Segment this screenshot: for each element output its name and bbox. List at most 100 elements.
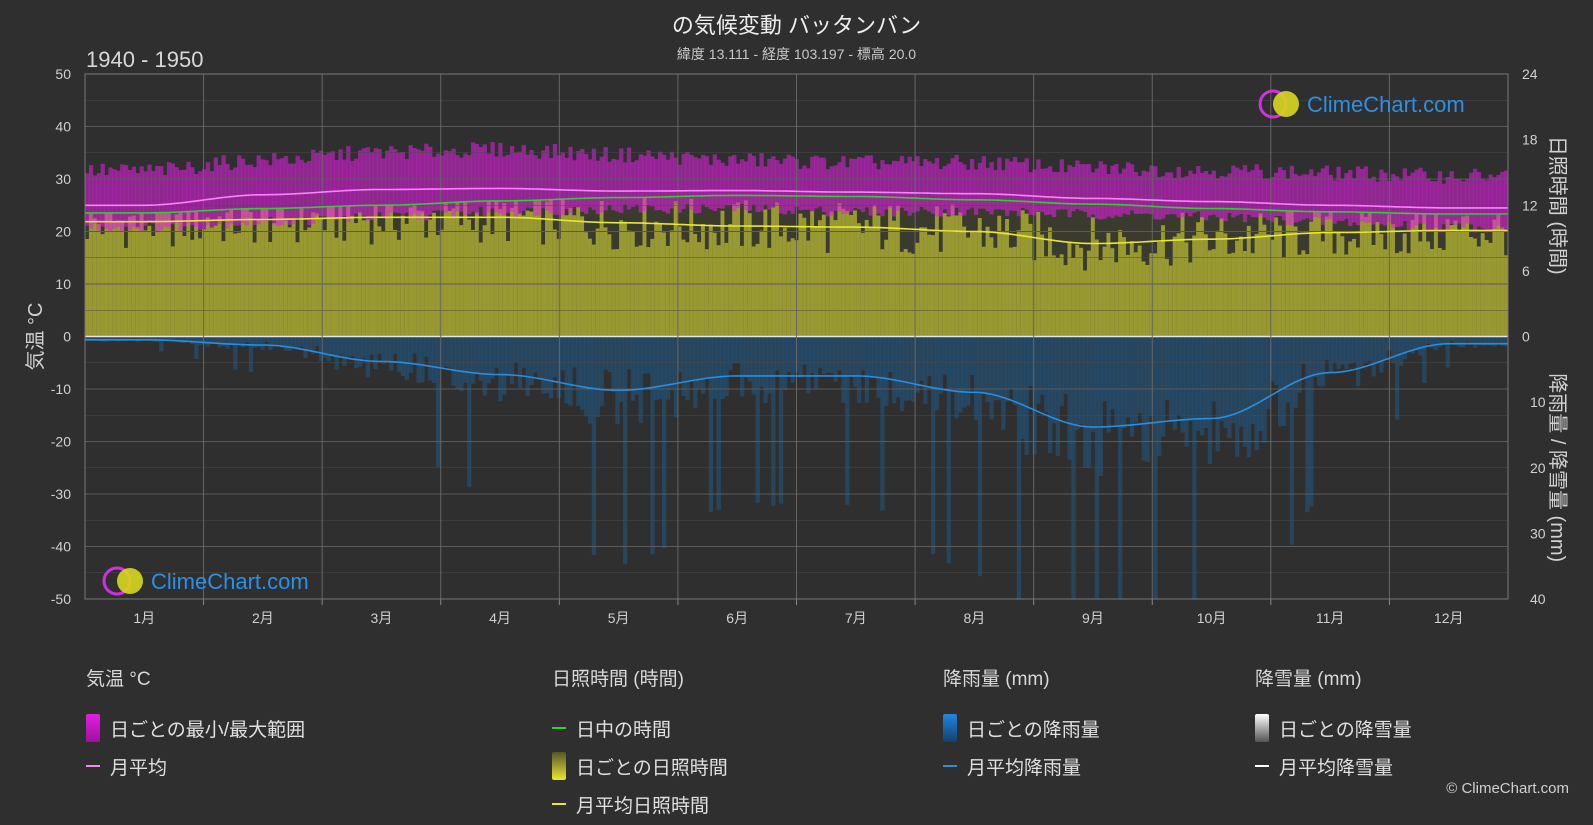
legend-label: 日ごとの最小/最大範囲 — [110, 719, 306, 741]
temp-range-bar — [1153, 166, 1158, 220]
temp-range-bar — [1352, 178, 1357, 223]
temp-range-bar — [1149, 165, 1154, 215]
sunshine-bar — [849, 214, 854, 337]
sunshine-bar — [829, 211, 834, 337]
rain-bar — [775, 336, 780, 371]
month-label: 10月 — [1197, 610, 1227, 626]
sunshine-bar — [548, 199, 554, 337]
sunshine-bar — [763, 209, 768, 337]
rain-bar — [315, 336, 320, 347]
temp-range-bar — [1001, 170, 1006, 210]
temp-range-bar — [697, 158, 702, 214]
temp-range-bar — [1293, 174, 1298, 223]
rain-bar — [1196, 336, 1201, 431]
left-tick-label: 20 — [55, 224, 71, 240]
rain-bar — [131, 336, 137, 339]
rain-bar — [1180, 336, 1185, 433]
rain-bar — [498, 336, 503, 402]
rain-bar — [1036, 336, 1041, 404]
rain-bar — [1133, 336, 1139, 423]
rain-bar — [205, 336, 211, 347]
left-tick-label: 0 — [63, 329, 71, 345]
rain-bar — [1422, 336, 1427, 384]
sunshine-bar — [326, 206, 332, 337]
sunshine-bar — [209, 227, 215, 337]
legend-item-temp-range: 日ごとの最小/最大範囲 — [86, 709, 305, 747]
sunshine-bar — [915, 242, 920, 337]
rain-bar — [244, 336, 250, 343]
temp-range-bar — [494, 156, 499, 213]
sunshine-bar — [521, 215, 526, 337]
rain-bar — [451, 336, 456, 386]
rain-bar — [1079, 336, 1084, 424]
temp-range-bar — [572, 160, 577, 208]
sunshine-bar — [1379, 234, 1384, 337]
sunshine-bar — [482, 225, 487, 337]
rain-bar — [966, 336, 971, 406]
sunshine-bar — [845, 211, 850, 337]
rain-bar — [521, 336, 526, 368]
rain-bar — [860, 336, 866, 371]
rain-bar — [400, 336, 406, 376]
temp-range-bar — [252, 167, 257, 225]
temp-range-bar — [673, 157, 678, 205]
temp-range-bar — [443, 150, 448, 213]
rain-bar — [1200, 336, 1205, 436]
sunshine-bar — [962, 226, 967, 337]
temp-range-bar — [942, 166, 947, 210]
temp-range-bar — [560, 152, 565, 216]
sunshine-bar — [751, 246, 756, 337]
temp-range-bar — [1180, 177, 1185, 218]
right-rain-tick-label: 10 — [1530, 394, 1546, 410]
sunshine-bar — [1083, 270, 1088, 337]
temp-range-bar — [521, 145, 526, 211]
sunshine-bar — [104, 212, 109, 337]
month-label: 8月 — [963, 610, 985, 626]
rain-bar — [1433, 336, 1439, 350]
temp-range-bar — [1359, 168, 1365, 222]
rain-bar — [467, 336, 472, 487]
sunshine-bar — [732, 204, 737, 337]
sunshine-bar — [591, 244, 597, 337]
temp-range-bar — [1301, 174, 1306, 220]
temp-range-bar — [837, 162, 842, 212]
rain-bar — [1125, 336, 1131, 418]
temp-range-bar — [817, 157, 823, 207]
temp-range-bar — [447, 151, 452, 211]
rain-bar — [517, 336, 523, 388]
temp-range-bar — [1476, 172, 1482, 227]
snow-daily-swatch — [1255, 714, 1269, 742]
temp-range-bar — [1032, 169, 1037, 216]
sunshine-bar — [646, 247, 651, 337]
rain-bar — [431, 336, 437, 384]
temp-range-bar — [221, 155, 226, 222]
temp-range-bar — [1168, 172, 1174, 215]
rain-bar — [661, 336, 667, 549]
temp-range-bar — [1398, 180, 1404, 227]
rain-bar — [392, 336, 398, 354]
sunshine-bar — [447, 210, 452, 337]
sunshine-bar — [1207, 250, 1213, 337]
sunshine-bar — [221, 241, 226, 337]
rain-bar — [1083, 336, 1088, 468]
temp-range-bar — [506, 154, 511, 213]
sunshine-bar — [186, 211, 191, 337]
temp-range-bar — [299, 159, 304, 218]
temp-range-bar — [350, 160, 355, 217]
sunshine-bar — [576, 207, 581, 337]
rain-bar — [810, 336, 815, 374]
temp-range-bar — [1465, 179, 1470, 224]
sunshine-bar — [307, 227, 312, 337]
sunshine-bar — [997, 215, 1002, 337]
rain-bar — [1414, 336, 1419, 351]
rain-bar — [650, 336, 655, 555]
rain-bar — [1001, 336, 1006, 430]
rain-bar — [509, 336, 515, 385]
temp-range-bar — [1106, 173, 1111, 217]
sunshine-bar — [428, 219, 433, 337]
sunshine-bar — [552, 229, 558, 337]
sunshine-bar — [654, 221, 659, 337]
temp-range-bar — [486, 153, 491, 213]
legend-item-rain-daily: 日ごとの降雨量 — [943, 709, 1100, 747]
sunshine-bar — [1071, 257, 1076, 337]
